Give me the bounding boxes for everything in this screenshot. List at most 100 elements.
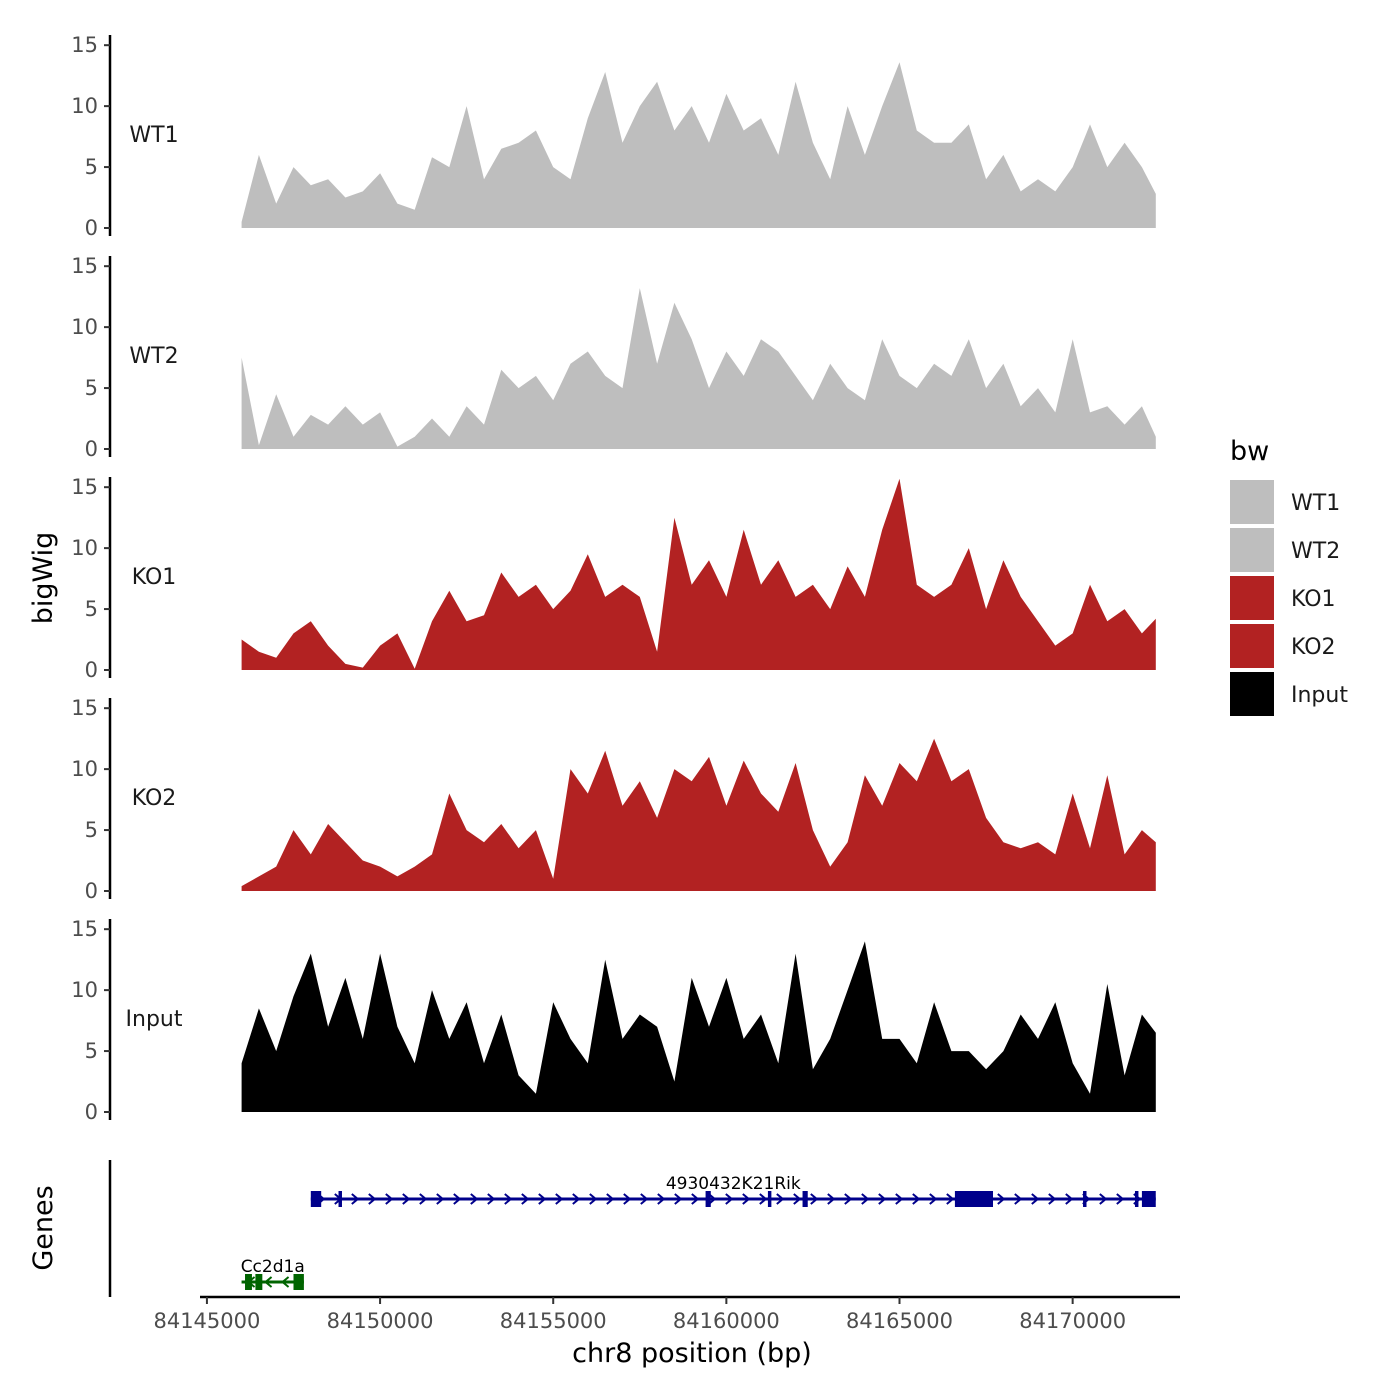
legend-key-ko1 [1230, 576, 1274, 620]
gene-strand-chevron [640, 1193, 649, 1205]
y-tick-label: 10 [71, 315, 98, 339]
gene-exon [1083, 1191, 1087, 1207]
x-tick-label: 84160000 [673, 1309, 780, 1333]
y-axis-title-bigwig: bigWig [28, 532, 59, 625]
gene-exon [293, 1274, 304, 1290]
gene-strand-chevron [453, 1193, 462, 1205]
x-tick-label: 84145000 [153, 1309, 260, 1333]
legend-title: bw [1230, 436, 1269, 467]
track-label-ko2: KO2 [132, 786, 177, 811]
gene-strand-chevron [589, 1193, 598, 1205]
gene-strand-chevron [504, 1193, 513, 1205]
track-label-input: Input [126, 1007, 183, 1032]
area-ko2 [241, 738, 1156, 891]
gene-exon [1141, 1191, 1156, 1207]
gene-exon [954, 1191, 994, 1207]
gene-strand-chevron [1116, 1193, 1125, 1205]
x-tick-label: 84170000 [1019, 1309, 1126, 1333]
genes-layer: 4930432K21Rik Cc2d1a [108, 1160, 1156, 1297]
gene-strand-chevron [946, 1193, 955, 1205]
gene-strand-chevron [708, 1193, 717, 1205]
gene-strand-chevron [521, 1193, 530, 1205]
y-tick-label: 10 [71, 978, 98, 1002]
y-tick-label: 15 [71, 475, 98, 499]
y-tick-label: 5 [85, 818, 98, 842]
y-tick-label: 5 [85, 597, 98, 621]
gene-strand-chevron [368, 1193, 377, 1205]
gene-strand-chevron [929, 1193, 938, 1205]
gene-strand-chevron [844, 1193, 853, 1205]
legend-key-ko2 [1230, 624, 1274, 668]
y-tick-label: 0 [85, 437, 98, 461]
x-axis-title: chr8 position (bp) [572, 1338, 812, 1369]
legend-label-wt2: WT2 [1291, 539, 1340, 564]
gene-strand-chevron [912, 1193, 921, 1205]
tracks-layer: 0 5 10 15 WT1 0 5 10 15 WT2 0 5 10 15 KO1 0 5 10 15 KO2 0 5 10… [71, 33, 1156, 1124]
gene-label: Cc2d1a [241, 1257, 305, 1277]
gene-strand-chevron [1065, 1193, 1074, 1205]
track-panel-ko2: 0 5 10 15 KO2 [71, 696, 1156, 903]
area-ko1 [241, 478, 1156, 670]
gene-strand-chevron [1099, 1193, 1108, 1205]
x-tick-label: 84165000 [846, 1309, 953, 1333]
area-input [241, 941, 1156, 1112]
gene-strand-chevron [555, 1193, 564, 1205]
gene-strand-chevron [861, 1193, 870, 1205]
legend-key-wt1 [1230, 480, 1274, 524]
track-label-ko1: KO1 [132, 565, 177, 590]
y-axis-title-genes: Genes [28, 1185, 59, 1270]
gene-strand-chevron [674, 1193, 683, 1205]
gene-strand-chevron [538, 1193, 547, 1205]
legend: bw WT1 WT2 KO1 KO2 Input [1230, 436, 1348, 716]
gene-strand-chevron [487, 1193, 496, 1205]
gene-strand-chevron [623, 1193, 632, 1205]
gene-strand-chevron [402, 1193, 411, 1205]
track-label-wt2: WT2 [129, 344, 178, 369]
y-tick-label: 0 [85, 658, 98, 682]
gene-strand-chevron [691, 1193, 700, 1205]
gene-exon [802, 1191, 808, 1207]
gene-strand-chevron [351, 1193, 360, 1205]
track-panel-wt1: 0 5 10 15 WT1 [71, 33, 1156, 240]
gene-strand-chevron [725, 1193, 734, 1205]
gene-exon [255, 1274, 263, 1290]
gene-strand-chevron [827, 1193, 836, 1205]
y-tick-label: 5 [85, 155, 98, 179]
track-panel-input: 0 5 10 15 Input [71, 917, 1156, 1124]
track-panel-wt2: 0 5 10 15 WT2 [71, 254, 1156, 461]
gene-exon [767, 1191, 772, 1207]
legend-key-wt2 [1230, 528, 1274, 572]
y-tick-label: 10 [71, 757, 98, 781]
gene-strand-chevron [776, 1193, 785, 1205]
legend-label-wt1: WT1 [1291, 491, 1340, 516]
gene-strand-chevron [759, 1193, 768, 1205]
gene-strand-chevron [436, 1193, 445, 1205]
gene-exon [705, 1191, 711, 1207]
gene-exon [310, 1191, 322, 1207]
gene-strand-chevron [657, 1193, 666, 1205]
legend-label-ko2: KO2 [1291, 635, 1336, 660]
y-tick-label: 5 [85, 376, 98, 400]
gene-strand-chevron [606, 1193, 615, 1205]
gene-strand-chevron [878, 1193, 887, 1205]
gene-strand-chevron [1014, 1193, 1023, 1205]
legend-label-ko1: KO1 [1291, 587, 1336, 612]
y-tick-label: 0 [85, 1100, 98, 1124]
gene-strand-chevron [742, 1193, 751, 1205]
gene-strand-chevron [572, 1193, 581, 1205]
gene-strand-chevron [810, 1193, 819, 1205]
gene-strand-chevron [1048, 1193, 1057, 1205]
x-tick-label: 84155000 [500, 1309, 607, 1333]
gene-strand-chevron [263, 1276, 273, 1288]
gene-strand-chevron [1031, 1193, 1040, 1205]
legend-key-input [1230, 672, 1274, 716]
y-tick-label: 15 [71, 33, 98, 57]
area-wt2 [241, 288, 1156, 449]
legend-label-input: Input [1291, 683, 1348, 708]
track-label-wt1: WT1 [129, 123, 178, 148]
gene-strand-chevron [895, 1193, 904, 1205]
y-tick-label: 15 [71, 696, 98, 720]
gene-strand-chevron [385, 1193, 394, 1205]
x-axis: 84145000 84150000 84155000 84160000 84165000… [153, 1295, 1180, 1333]
